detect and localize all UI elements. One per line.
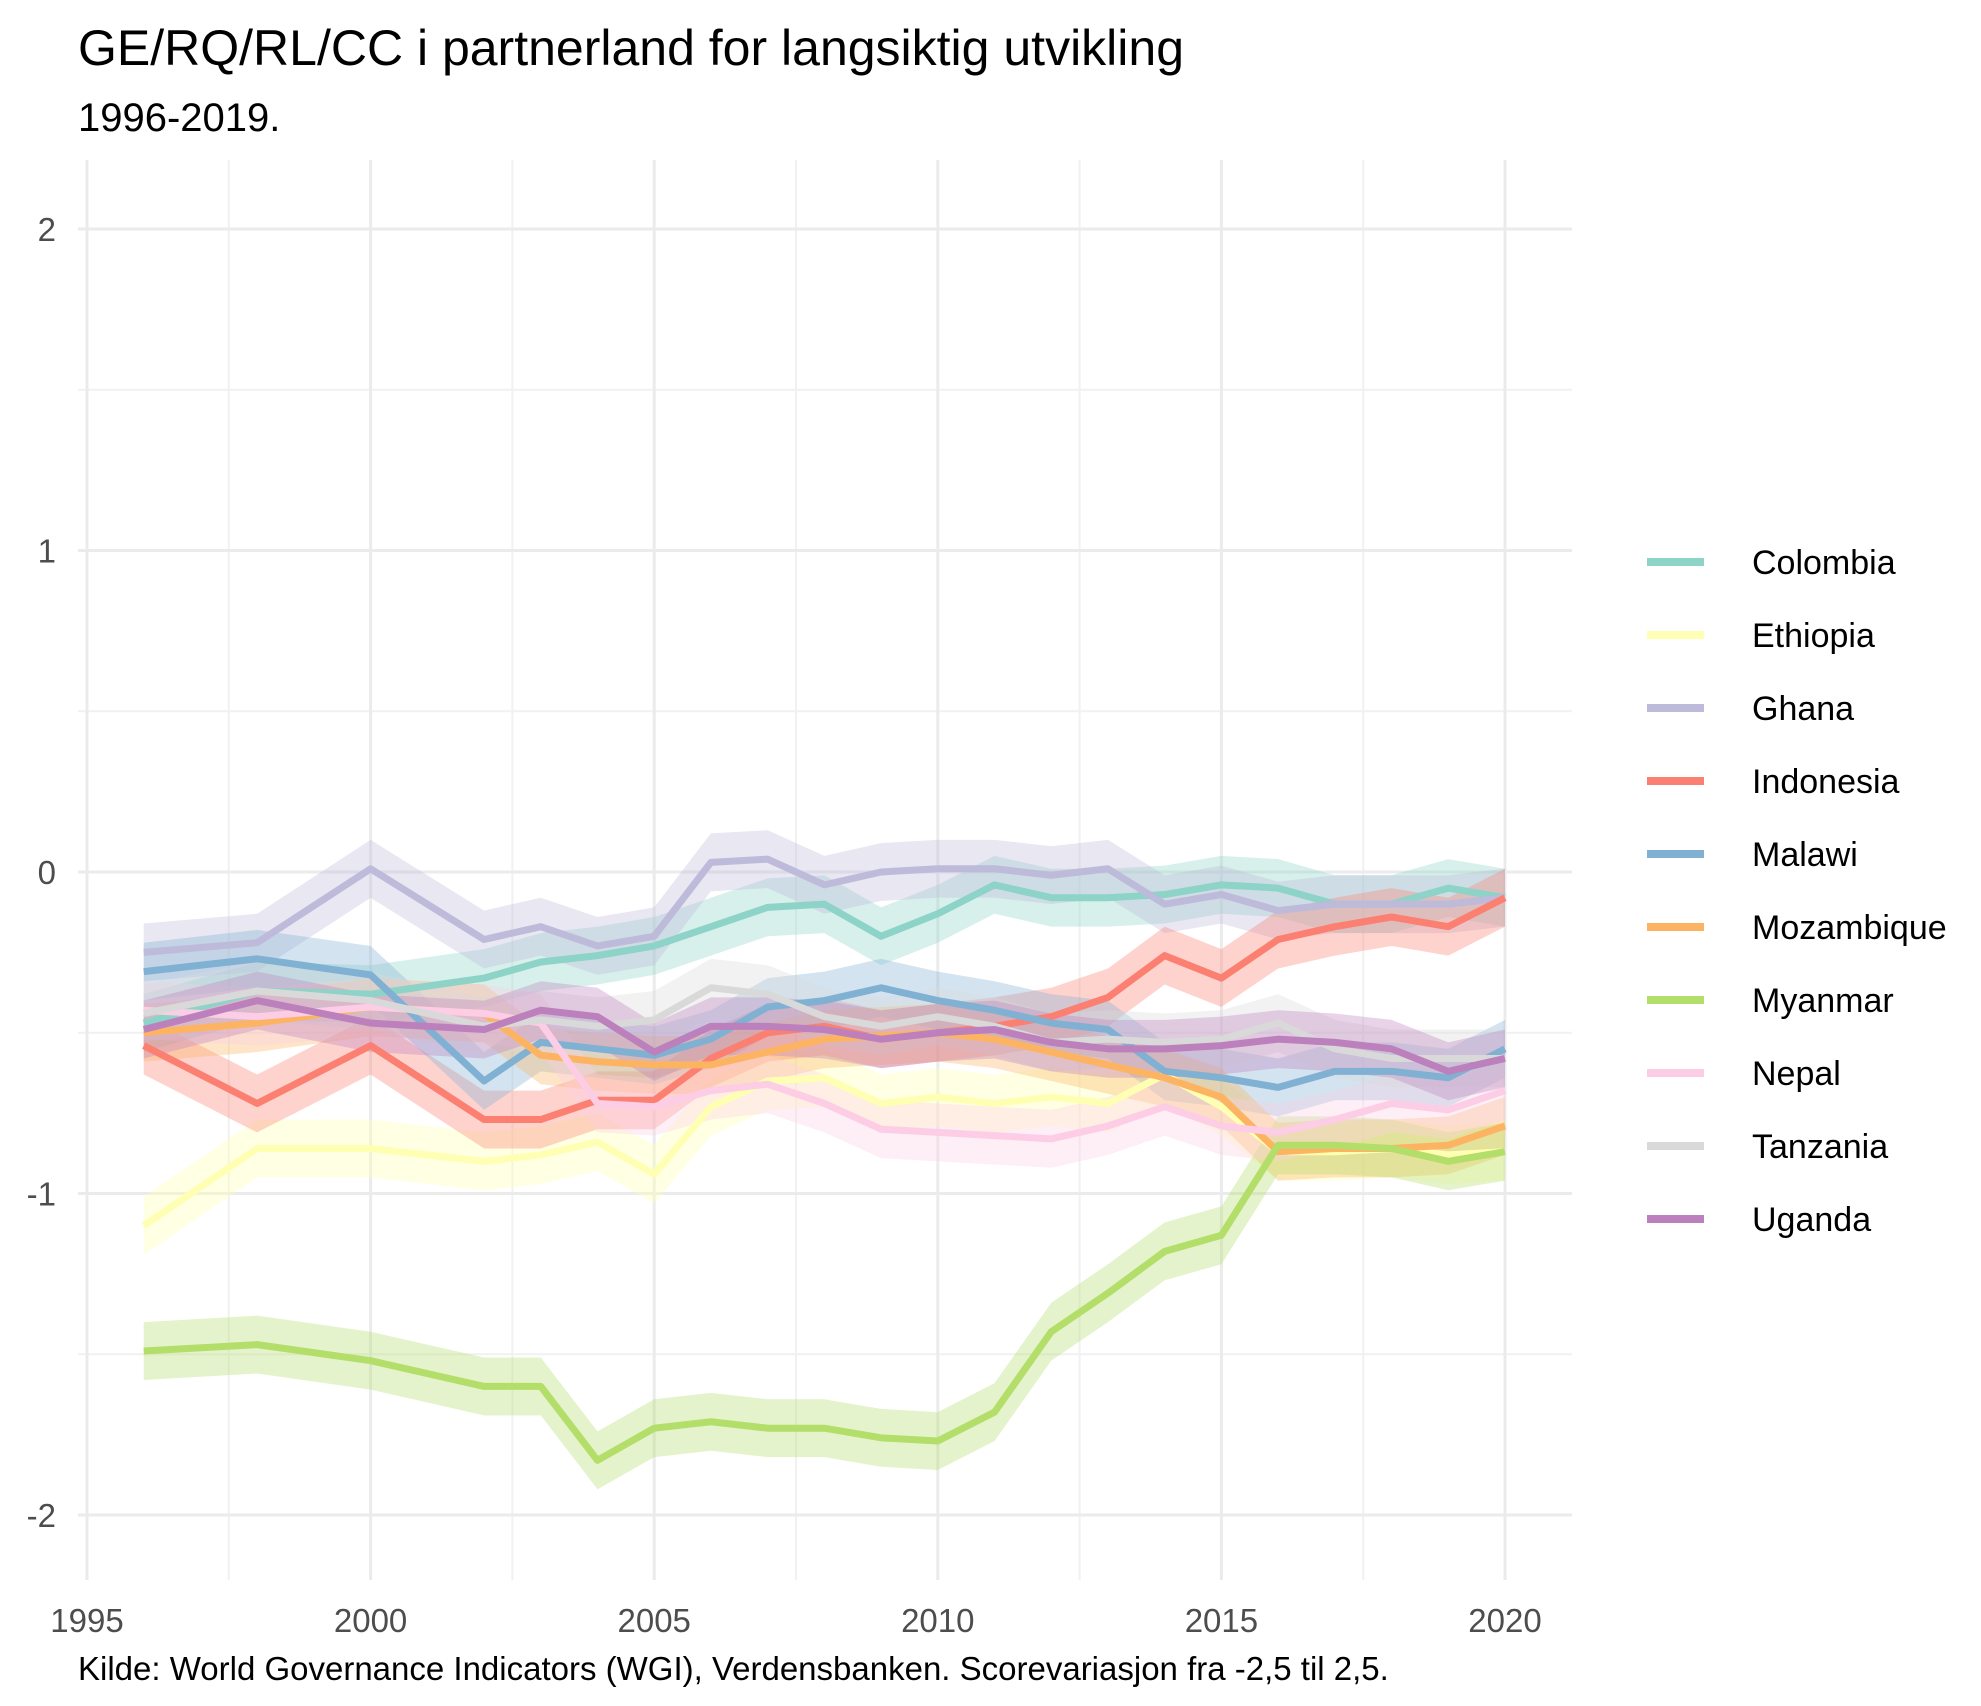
chart-subtitle: 1996-2019. xyxy=(78,96,281,140)
x-tick-label: 1995 xyxy=(50,1602,123,1639)
x-tick-label: 2020 xyxy=(1468,1602,1541,1639)
series-line-malawi xyxy=(143,955,1507,1091)
series-line-ghana xyxy=(143,855,1506,956)
legend-label-colombia: Colombia xyxy=(1752,544,1896,582)
ribbon-ethiopia xyxy=(143,1045,1506,1255)
y-tick-label: -2 xyxy=(27,1497,56,1534)
x-axis: 1995 2000 2005 2010 2015 2020 xyxy=(50,1602,1541,1639)
y-axis: -2 -1 0 1 2 xyxy=(27,211,56,1534)
confidence-ribbons xyxy=(143,830,1506,1490)
legend-label-uganda: Uganda xyxy=(1752,1201,1871,1239)
legend: Colombia Ethiopia Ghana Indonesia Malawi Moza… xyxy=(1647,544,1947,1239)
legend-label-ghana: Ghana xyxy=(1752,690,1854,728)
y-tick-label: 0 xyxy=(38,854,56,891)
legend-label-tanzania: Tanzania xyxy=(1752,1128,1888,1166)
legend-label-nepal: Nepal xyxy=(1752,1055,1841,1093)
x-tick-label: 2015 xyxy=(1185,1602,1258,1639)
legend-label-mozambique: Mozambique xyxy=(1752,909,1947,947)
x-tick-label: 2000 xyxy=(334,1602,407,1639)
y-tick-label: 1 xyxy=(38,533,56,570)
ribbon-myanmar xyxy=(143,1116,1506,1490)
series-line-colombia xyxy=(142,881,1506,1027)
legend-label-myanmar: Myanmar xyxy=(1752,982,1894,1020)
chart-title: GE/RQ/RL/CC i partnerland for langsiktig… xyxy=(78,20,1185,76)
x-tick-label: 2010 xyxy=(901,1602,974,1639)
legend-label-malawi: Malawi xyxy=(1752,836,1858,874)
chart-caption: Kilde: World Governance Indicators (WGI)… xyxy=(78,1650,1389,1687)
legend-label-ethiopia: Ethiopia xyxy=(1752,617,1875,655)
y-tick-label: 2 xyxy=(38,211,56,248)
series-line-uganda xyxy=(142,997,1506,1075)
series-lines xyxy=(141,855,1507,1464)
ribbon-indonesia xyxy=(143,868,1506,1149)
legend-label-indonesia: Indonesia xyxy=(1752,763,1900,801)
x-tick-label: 2005 xyxy=(617,1602,690,1639)
series-line-myanmar xyxy=(143,1141,1506,1464)
y-tick-label: -1 xyxy=(27,1176,56,1213)
